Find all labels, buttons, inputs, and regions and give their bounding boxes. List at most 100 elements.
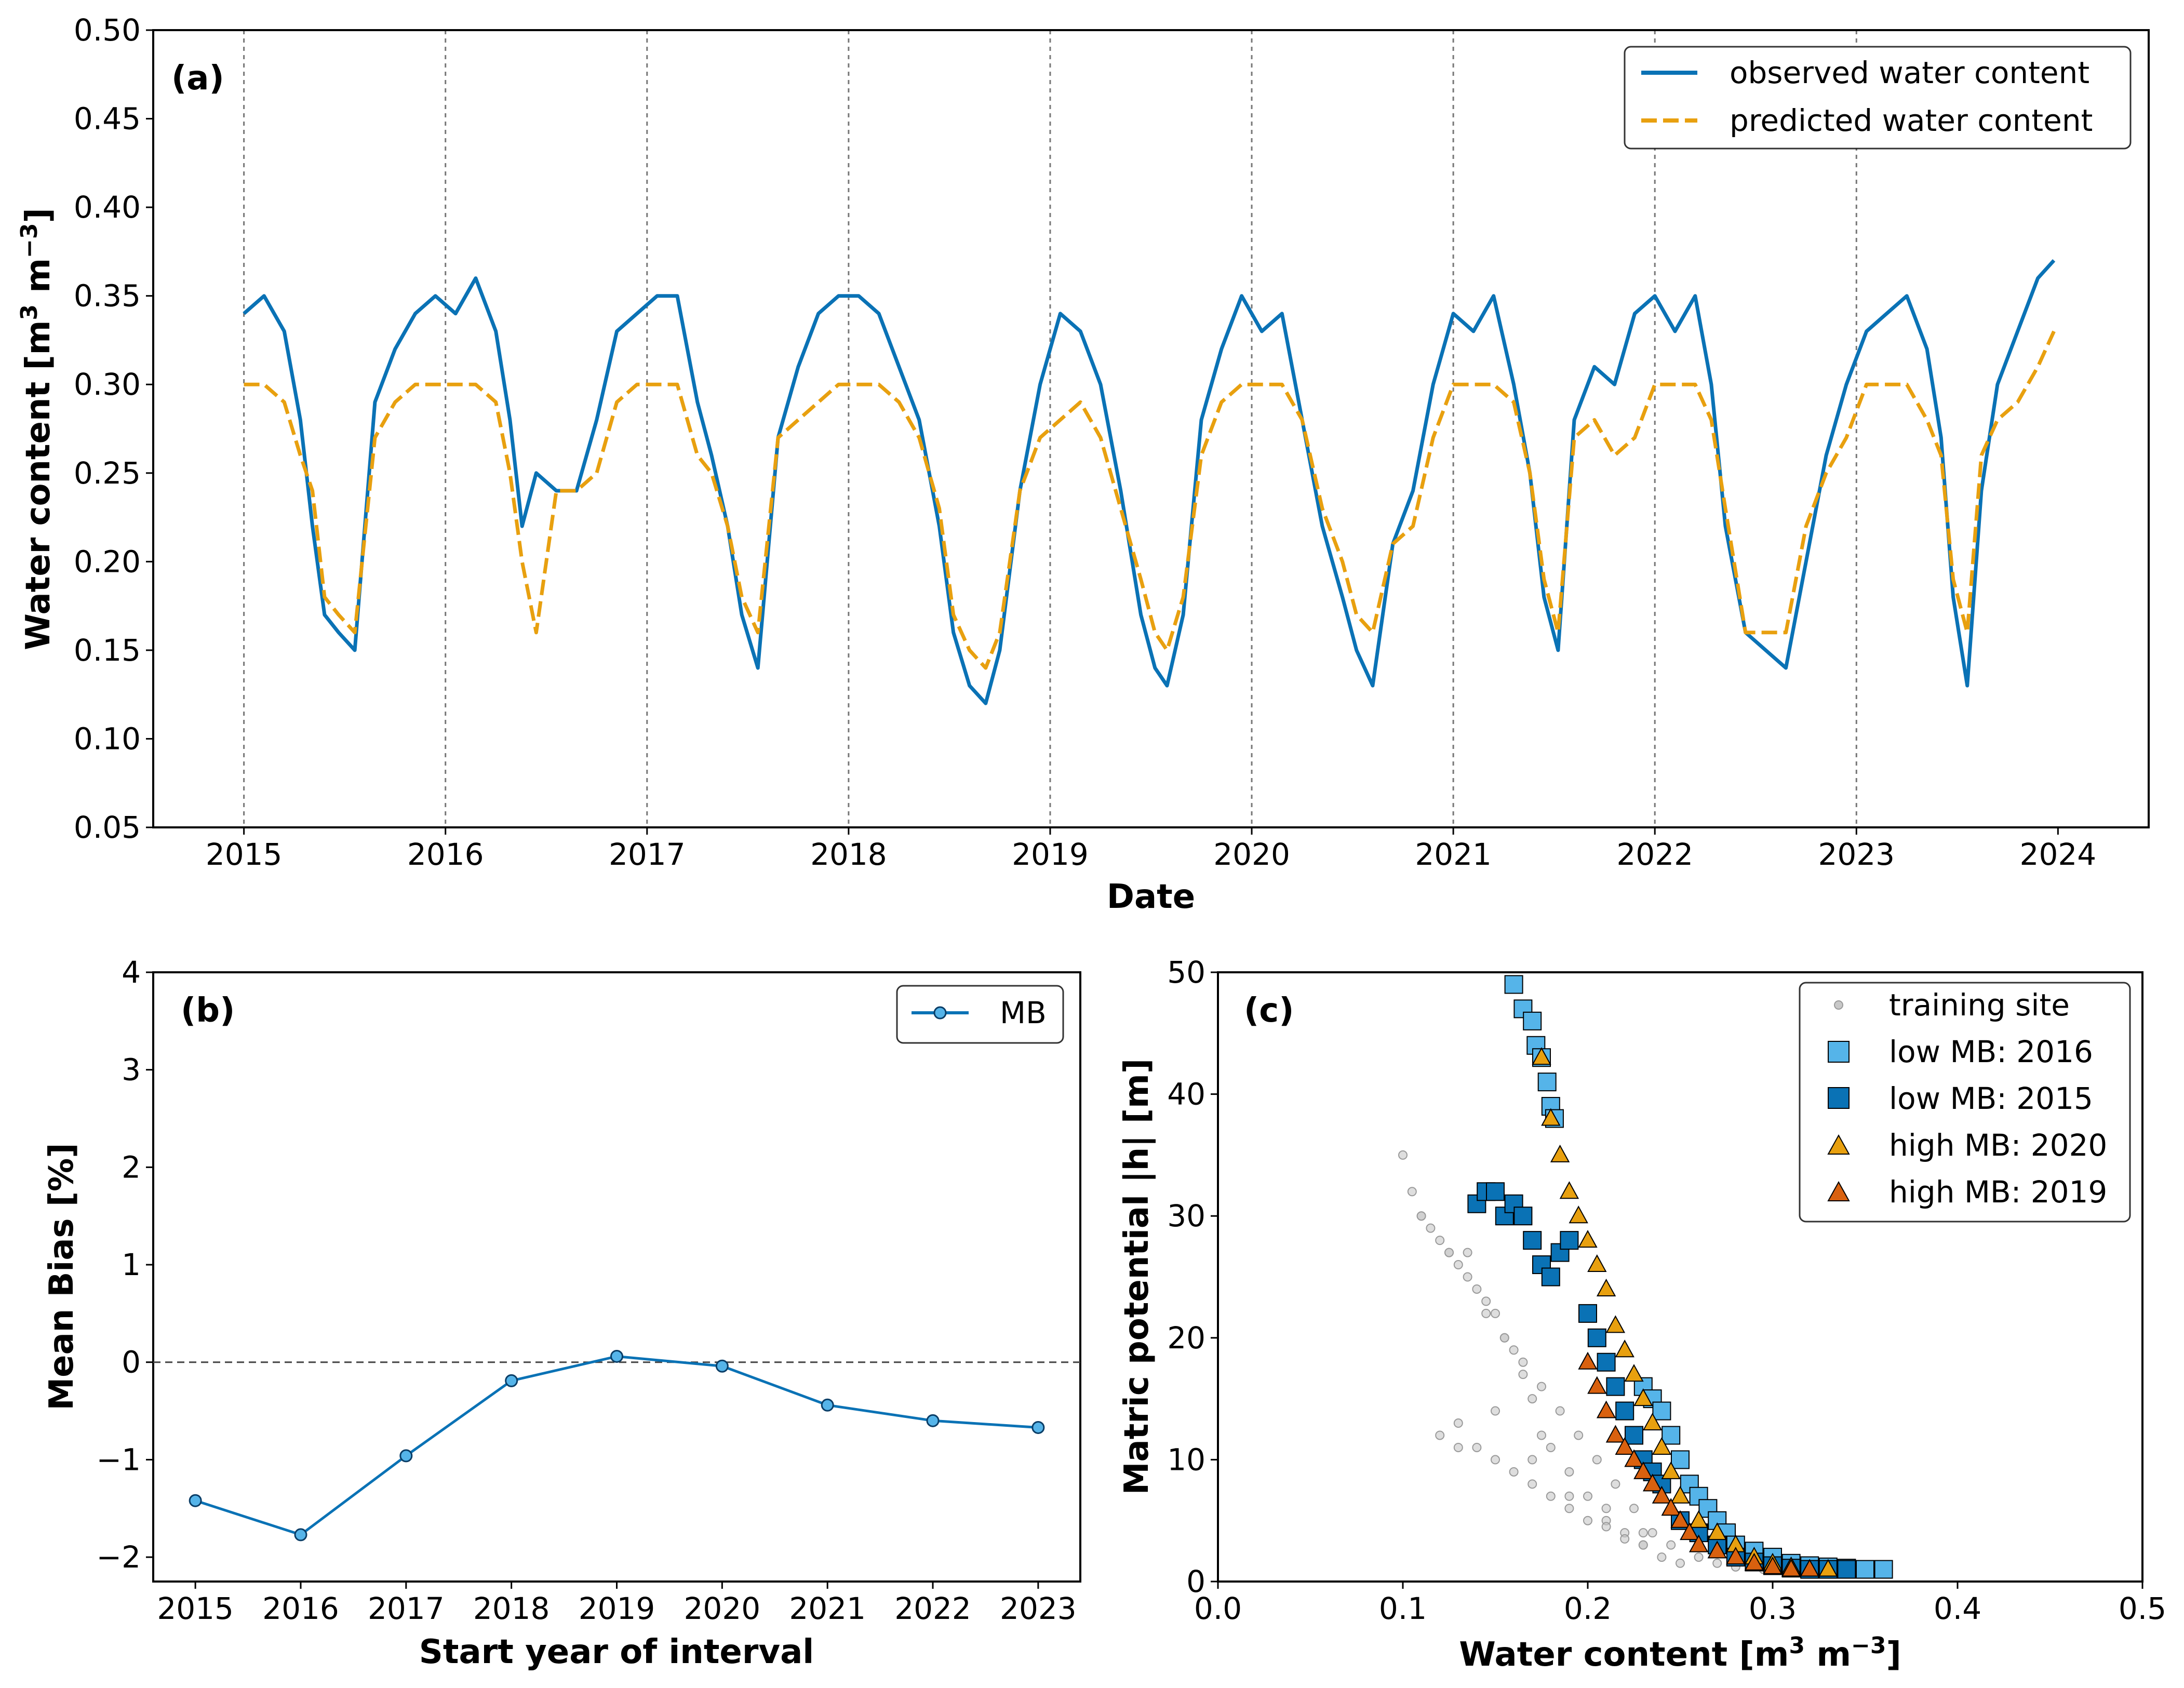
low-2015-point <box>1578 1304 1597 1323</box>
high-2020-point <box>1550 1144 1570 1162</box>
mb-point <box>189 1494 202 1507</box>
low-2015-point <box>1486 1182 1505 1201</box>
training-point <box>1676 1558 1685 1568</box>
training-point <box>1463 1248 1472 1257</box>
y-tick-label: 0.40 <box>74 190 141 225</box>
training-point <box>1472 1284 1482 1294</box>
training-point <box>1574 1430 1584 1440</box>
training-point <box>1518 1357 1528 1367</box>
y-tick-label: 0.15 <box>74 633 141 668</box>
low-2016-point <box>1662 1426 1681 1445</box>
training-point <box>1555 1406 1565 1416</box>
training-point <box>1537 1430 1546 1440</box>
training-point <box>1528 1479 1537 1489</box>
high-2020-point <box>1615 1339 1634 1358</box>
x-tick-label: 2021 <box>789 1591 866 1626</box>
training-point <box>1564 1467 1574 1477</box>
training-point <box>1638 1540 1648 1550</box>
high-2020-point <box>1633 1388 1653 1406</box>
training-point <box>1398 1150 1408 1160</box>
high-2019-point <box>1596 1400 1616 1418</box>
x-tick-label: 2019 <box>579 1591 655 1626</box>
low-2016-point <box>1874 1560 1893 1579</box>
high-2019-point <box>1707 1540 1727 1559</box>
high-2020-point <box>1689 1510 1709 1528</box>
training-point <box>1499 1333 1509 1343</box>
y-tick-label: 50 <box>1167 955 1205 990</box>
legend-label-high2020: high MB: 2020 <box>1889 1128 2107 1163</box>
panel-a-xlabel: Date <box>1107 878 1195 916</box>
legend-label-predicted: predicted water content <box>1730 103 2093 138</box>
low-2015-point <box>1625 1426 1643 1445</box>
panel-b-legend: MB <box>896 985 1064 1044</box>
low-2015-point <box>1541 1267 1560 1287</box>
low-2016-point <box>1671 1450 1690 1469</box>
panel-a: 2015 2016 2017 2018 2019 2020 2021 2022 2023 2024… <box>16 12 2150 916</box>
panel-b: 2015 2016 2017 2018 2019 2020 2021 2022 2023 −2 −… <box>43 955 1081 1671</box>
high-2019-point <box>1689 1534 1709 1552</box>
high-2020-point <box>1578 1230 1598 1248</box>
y-tick-label: 1 <box>122 1247 141 1282</box>
x-tick-label: 2015 <box>157 1591 234 1626</box>
x-tick-label: 0.2 <box>1564 1591 1612 1626</box>
training-point <box>1638 1528 1648 1538</box>
y-tick-label: 0.30 <box>74 367 141 402</box>
mb-point <box>399 1449 413 1463</box>
training-point <box>1666 1540 1676 1550</box>
panel-a-legend: observed water content predicted water c… <box>1624 46 2132 150</box>
y-tick-label: −2 <box>97 1539 141 1575</box>
y-tick-label: 0.45 <box>74 101 141 137</box>
y-tick-label: 4 <box>122 955 141 990</box>
training-point <box>1564 1504 1574 1513</box>
x-tick-label: 2022 <box>1616 837 1693 872</box>
high-2020-point <box>1596 1278 1616 1296</box>
training-point <box>1444 1248 1454 1257</box>
x-tick-label: 2023 <box>1000 1591 1077 1626</box>
y-tick-label: 0.25 <box>74 456 141 491</box>
x-tick-label: 0.5 <box>2119 1591 2166 1626</box>
x-tick-label: 2021 <box>1415 837 1492 872</box>
y-tick-label: 0.05 <box>74 810 141 845</box>
training-point <box>1509 1345 1519 1355</box>
legend-marker-mb <box>933 1006 947 1020</box>
x-tick-label: 2022 <box>894 1591 971 1626</box>
high-2020-point <box>1624 1364 1644 1382</box>
legend-marker-training <box>1834 1000 1843 1010</box>
high-2020-point <box>1587 1254 1607 1272</box>
high-2019-point <box>1624 1449 1644 1467</box>
x-tick-label: 2017 <box>368 1591 445 1626</box>
panel-b-ylabel: Mean Bias [%] <box>43 1143 81 1410</box>
mb-point <box>715 1359 729 1373</box>
high-2019-point <box>1781 1559 1801 1577</box>
panel-c-label: (c) <box>1244 992 1294 1030</box>
low-2015-point <box>1597 1352 1616 1372</box>
training-point <box>1528 1455 1537 1465</box>
legend-label-training: training site <box>1889 987 2070 1023</box>
x-tick-label: 2018 <box>810 837 887 872</box>
training-point <box>1426 1223 1436 1233</box>
training-point <box>1657 1552 1667 1562</box>
x-tick-label: 2023 <box>1818 837 1895 872</box>
y-tick-label: 10 <box>1167 1442 1205 1477</box>
training-point <box>1518 1370 1528 1379</box>
high-2020-point <box>1541 1108 1561 1126</box>
high-2019-point <box>1642 1473 1663 1492</box>
mb-point <box>1031 1421 1045 1434</box>
training-point <box>1435 1236 1445 1245</box>
high-2019-point <box>1578 1351 1598 1370</box>
legend-label-observed: observed water content <box>1730 55 2089 90</box>
training-point <box>1611 1479 1620 1489</box>
low-2015-point <box>1513 1207 1533 1226</box>
low-2015-point <box>1837 1560 1856 1579</box>
legend-marker-low2016 <box>1828 1041 1850 1063</box>
y-tick-label: 0.20 <box>74 544 141 579</box>
high-2019-point <box>1605 1425 1626 1443</box>
training-point <box>1592 1455 1602 1465</box>
panel-a-legend-box <box>1624 46 2132 150</box>
legend-label-low2015: low MB: 2015 <box>1889 1081 2093 1116</box>
low-2016-point <box>1856 1560 1874 1579</box>
training-point <box>1694 1552 1704 1562</box>
low-2016-point <box>1504 975 1523 994</box>
low-2015-point <box>1523 1231 1542 1250</box>
